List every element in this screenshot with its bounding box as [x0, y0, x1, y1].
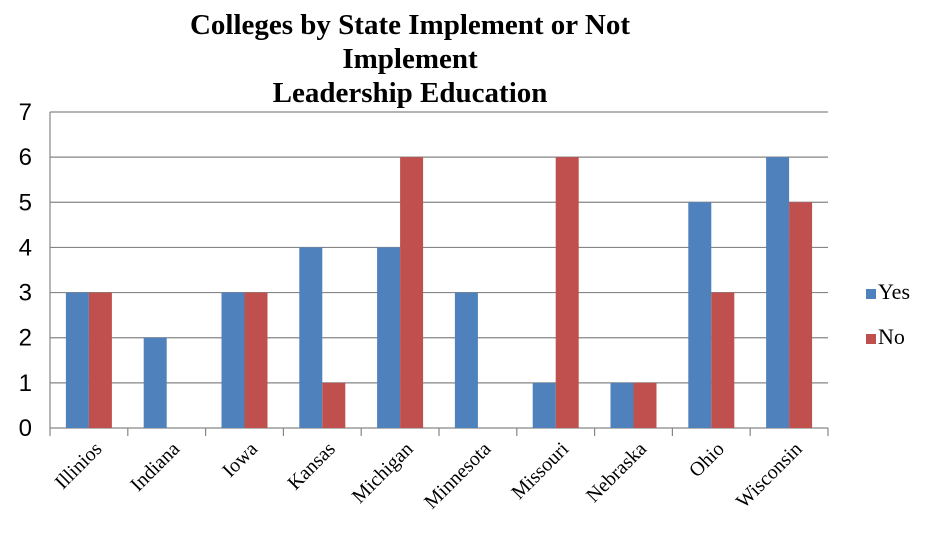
bar-no-kansas	[322, 382, 346, 428]
y-tick-label-1: 1	[19, 370, 32, 397]
bar-no-ohio	[711, 292, 735, 428]
y-tick-label-3: 3	[19, 280, 32, 307]
chart-title-line-2: Leadership Education	[272, 77, 548, 109]
x-tick-label-illinios: Illinios	[51, 438, 107, 494]
x-tick-label-indiana: Indiana	[126, 438, 184, 496]
x-tick-label-kansas: Kansas	[283, 438, 340, 495]
bar-no-iowa	[244, 292, 268, 428]
bar-no-michigan	[400, 157, 424, 428]
legend-swatch-yes	[866, 289, 876, 299]
x-tick-label-nebraska: Nebraska	[582, 438, 651, 507]
x-tick-label-wisconsin: Wisconsin	[732, 438, 807, 513]
x-tick-label-michigan: Michigan	[348, 438, 418, 508]
y-tick-label-6: 6	[19, 144, 32, 171]
bar-yes-wisconsin	[766, 157, 790, 428]
legend-label-no: No	[878, 324, 905, 349]
y-tick-label-0: 0	[19, 415, 32, 442]
x-tick-label-ohio: Ohio	[685, 438, 729, 482]
y-tick-label-5: 5	[19, 189, 32, 216]
chart-title-line-1: Colleges by State Implement or Not Imple…	[189, 9, 631, 75]
y-tick-label-7: 7	[19, 99, 32, 126]
bar-no-nebraska	[633, 382, 657, 428]
y-tick-label-2: 2	[19, 325, 32, 352]
bar-yes-ohio	[688, 202, 712, 428]
x-tick-label-missouri: Missouri	[507, 438, 573, 504]
bar-yes-missouri	[532, 382, 556, 428]
y-tick-label-4: 4	[19, 234, 32, 261]
chart-title: Colleges by State Implement or Not Imple…	[120, 8, 700, 110]
bar-yes-illinios	[65, 292, 89, 428]
bar-yes-kansas	[299, 247, 323, 428]
bar-no-wisconsin	[789, 202, 813, 428]
legend-swatch-no	[866, 334, 876, 344]
bar-yes-iowa	[221, 292, 245, 428]
legend-label-yes: Yes	[878, 279, 910, 304]
bar-yes-nebraska	[610, 382, 634, 428]
bar-no-missouri	[555, 157, 579, 428]
bar-no-illinios	[88, 292, 112, 428]
bar-yes-indiana	[143, 337, 167, 428]
bar-yes-minnesota	[454, 292, 478, 428]
x-tick-label-minnesota: Minnesota	[420, 438, 495, 513]
bar-yes-michigan	[377, 247, 401, 428]
x-tick-label-iowa: Iowa	[218, 438, 262, 482]
